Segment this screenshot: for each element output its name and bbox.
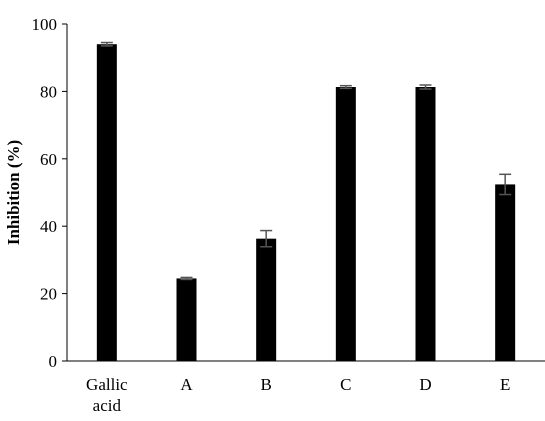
bar — [415, 87, 436, 362]
error-bar — [180, 276, 193, 281]
x-ticks-group: Gallic acid A B C D E — [86, 375, 510, 415]
bars-group — [96, 44, 516, 362]
error-bar — [100, 41, 113, 47]
y-tick-label: 20 — [40, 285, 57, 304]
error-bar — [260, 229, 273, 248]
y-tick-label: 60 — [40, 150, 57, 169]
y-tick-label: 80 — [40, 82, 57, 101]
y-ticks-group: 0 20 40 60 80 100 — [32, 15, 67, 371]
y-tick-label: 40 — [40, 217, 57, 236]
bar — [256, 238, 277, 361]
error-bar — [339, 84, 352, 90]
axes-group — [66, 24, 545, 362]
y-axis-title: Inhibition (%) — [4, 140, 23, 245]
error-bars-group — [100, 41, 512, 281]
y-tick-label: 100 — [32, 15, 58, 34]
x-tick-label: C — [340, 375, 351, 394]
bar — [176, 278, 197, 361]
x-tick-label: B — [260, 375, 271, 394]
bar — [495, 184, 516, 361]
bar — [96, 44, 117, 361]
error-bar — [419, 84, 432, 90]
error-bar — [499, 173, 512, 196]
x-tick-label: Gallic acid — [86, 375, 128, 415]
y-tick-label: 0 — [49, 352, 58, 371]
x-tick-label: A — [180, 375, 193, 394]
bar — [335, 87, 356, 362]
x-tick-label: E — [500, 375, 510, 394]
x-tick-label: D — [419, 375, 431, 394]
